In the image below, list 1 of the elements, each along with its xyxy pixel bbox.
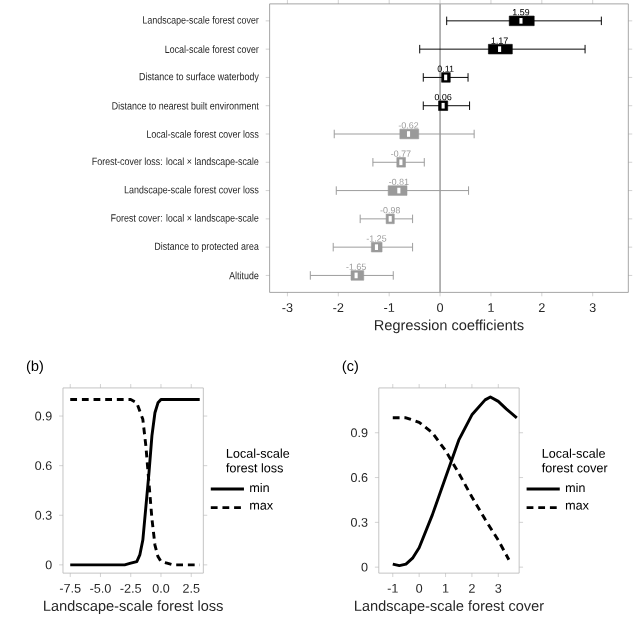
line-series [391, 395, 519, 568]
